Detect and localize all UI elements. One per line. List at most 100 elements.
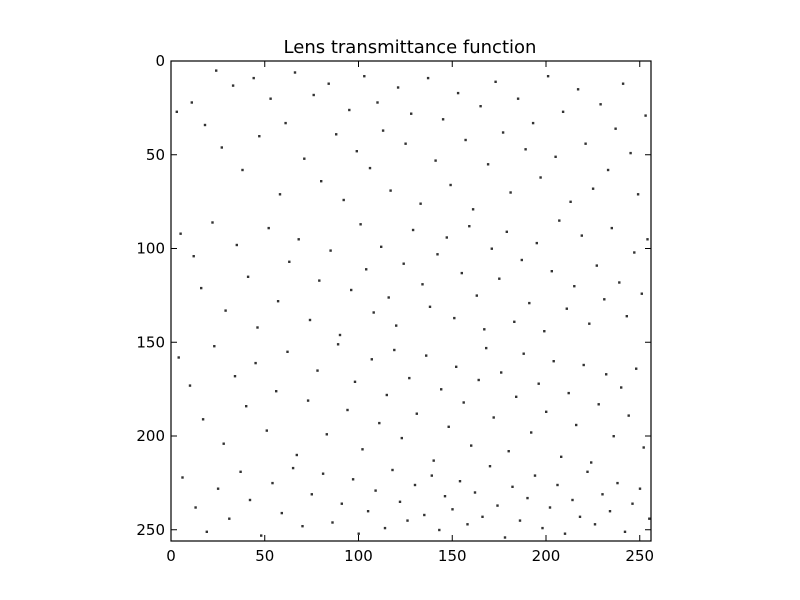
dark-pixel — [350, 288, 353, 292]
dark-pixel — [269, 97, 272, 100]
y-axis: 0 50 100 150 200 250 — [136, 52, 651, 539]
dark-pixel — [301, 525, 304, 528]
dark-pixel — [486, 163, 490, 166]
dark-pixel — [359, 223, 362, 226]
dark-pixel — [468, 225, 471, 228]
dark-pixel — [537, 382, 540, 385]
dark-pixel — [200, 286, 203, 290]
dark-pixel — [430, 474, 433, 477]
dark-pixel — [605, 373, 608, 376]
dark-pixel — [561, 110, 565, 113]
dark-pixel — [593, 523, 597, 526]
dark-pixel — [606, 168, 610, 172]
dark-pixel — [526, 496, 529, 500]
dark-pixel — [175, 110, 178, 113]
y-tick-label: 250 — [136, 521, 165, 539]
dark-pixel — [295, 453, 298, 457]
dark-pixel — [513, 320, 516, 323]
dark-pixel — [425, 354, 428, 357]
dark-pixel — [340, 502, 343, 505]
dark-pixel — [498, 277, 501, 280]
dark-pixel — [363, 75, 366, 78]
dark-pixel — [481, 515, 484, 518]
dark-pixel — [434, 159, 437, 162]
dark-pixel — [625, 315, 628, 318]
dark-pixel — [194, 506, 197, 509]
y-tick-label: 0 — [155, 52, 165, 70]
dark-pixel — [421, 283, 424, 286]
dark-pixel — [286, 350, 289, 353]
dark-pixel — [391, 468, 394, 472]
dark-pixel — [539, 176, 542, 179]
dark-pixel — [203, 123, 207, 127]
dark-pixel — [631, 502, 634, 505]
dark-pixel — [633, 251, 636, 254]
dark-pixel — [265, 429, 268, 432]
dark-pixel — [471, 208, 475, 211]
dark-pixel — [571, 498, 574, 502]
dark-pixel — [616, 481, 619, 485]
dark-pixel — [293, 71, 297, 74]
dark-pixel — [541, 526, 544, 530]
dark-pixel — [267, 226, 270, 230]
dark-pixel — [366, 510, 370, 513]
dark-pixel — [342, 198, 345, 202]
dark-pixel — [601, 493, 604, 496]
dark-pixel — [428, 305, 432, 308]
dark-pixel — [320, 180, 323, 183]
dark-pixel — [246, 275, 250, 278]
dark-pixel — [327, 82, 330, 85]
dark-pixel — [278, 193, 282, 196]
dark-pixel — [635, 367, 638, 370]
x-axis: 0 50 100 150 200 250 — [166, 61, 654, 565]
dark-pixel — [618, 281, 621, 284]
dark-pixel — [473, 491, 477, 494]
dark-pixel — [231, 84, 235, 87]
dark-pixel — [447, 425, 450, 428]
dark-pixel — [438, 528, 441, 532]
dark-pixel — [501, 131, 505, 134]
dark-pixel — [419, 202, 422, 205]
dark-pixel — [440, 388, 443, 391]
dark-pixel — [638, 487, 642, 490]
dark-pixel — [415, 412, 418, 415]
dark-pixel — [248, 498, 252, 502]
dark-pixel — [569, 200, 572, 203]
dark-pixel — [254, 361, 257, 365]
dark-pixel — [357, 532, 360, 535]
dark-pixel — [552, 360, 555, 363]
dark-pixel — [466, 523, 469, 526]
chart-title: Lens transmittance function — [284, 37, 537, 58]
dark-pixel — [475, 294, 478, 297]
dark-pixel — [374, 489, 377, 492]
dark-pixel — [181, 476, 184, 479]
dark-pixel — [376, 101, 379, 104]
dark-pixel — [483, 328, 486, 331]
dark-pixel — [582, 363, 585, 367]
dark-pixel — [288, 260, 291, 263]
dark-pixel — [436, 253, 439, 256]
dark-pixel — [303, 157, 306, 160]
dark-pixel — [503, 536, 507, 539]
dark-pixel — [316, 369, 319, 372]
dark-pixel — [636, 193, 640, 196]
dark-pixel — [335, 133, 338, 136]
dark-pixel — [228, 517, 231, 520]
dark-pixel — [608, 510, 612, 513]
dark-pixel — [378, 421, 381, 425]
dark-pixel — [456, 91, 460, 95]
dark-pixel — [406, 519, 409, 522]
dark-pixel — [241, 168, 244, 172]
dark-pixel — [426, 76, 430, 80]
dark-pixel — [310, 493, 313, 496]
dark-pixel — [591, 187, 595, 190]
dark-pixel — [560, 455, 563, 458]
dark-pixel — [329, 249, 332, 252]
dark-pixel — [252, 76, 255, 80]
dark-pixel — [533, 474, 537, 477]
dark-pixel — [336, 343, 340, 346]
dark-pixel — [205, 530, 208, 533]
dark-pixel — [470, 444, 473, 447]
dark-pixel — [280, 511, 283, 515]
